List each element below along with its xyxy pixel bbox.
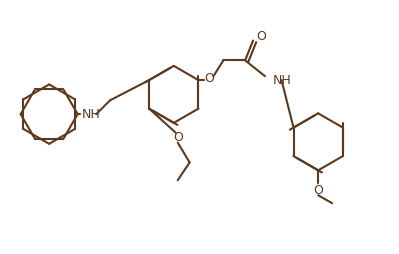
Text: O: O (204, 72, 214, 85)
Text: O: O (313, 184, 323, 197)
Text: O: O (173, 131, 183, 144)
Text: O: O (256, 30, 266, 43)
Text: NH: NH (273, 74, 292, 87)
Text: NH: NH (82, 108, 101, 121)
